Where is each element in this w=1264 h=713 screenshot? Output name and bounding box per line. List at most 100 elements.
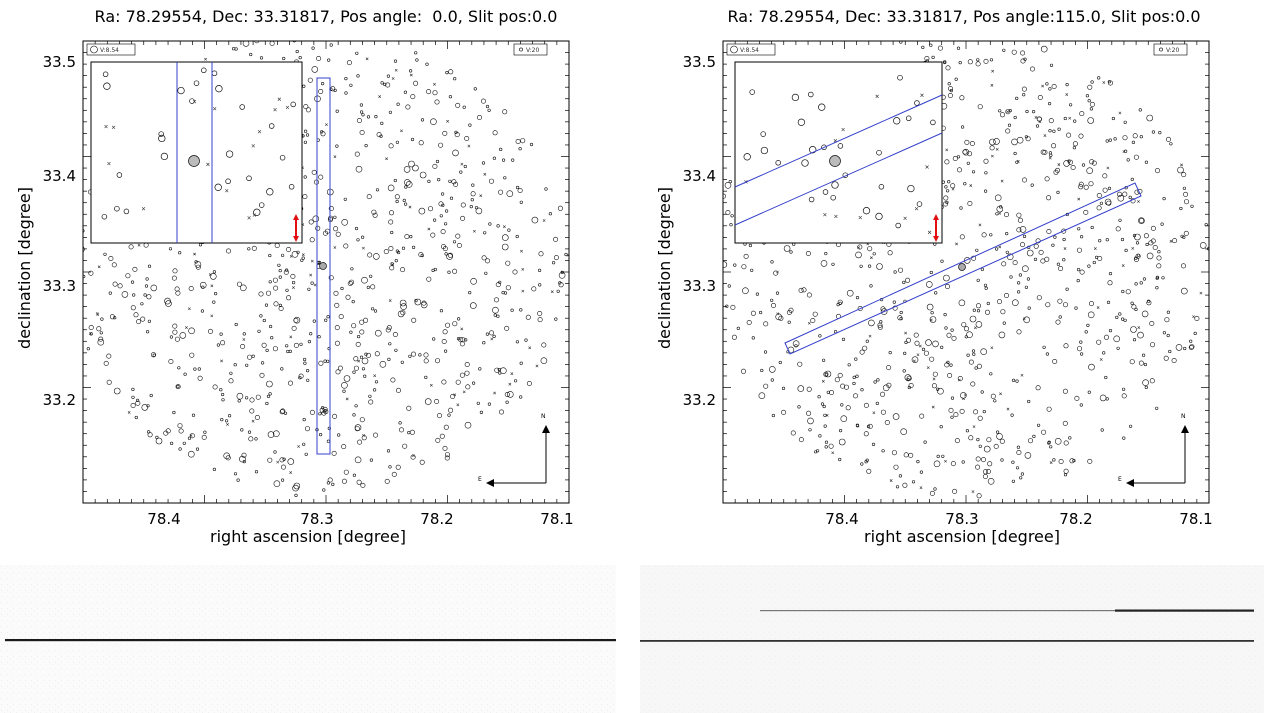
star-cross-marker [868, 334, 872, 338]
zoom-inset [734, 61, 943, 244]
star-marker [409, 235, 413, 239]
star-marker [755, 292, 760, 296]
star-marker [983, 158, 989, 164]
star-cross-marker [365, 57, 369, 61]
star-marker [1125, 289, 1131, 295]
star-marker [1062, 258, 1066, 262]
star-marker [1016, 136, 1024, 144]
star-marker [960, 125, 965, 129]
star-marker [1020, 58, 1026, 64]
star-marker [178, 447, 182, 451]
star-marker [234, 322, 238, 327]
star-cross-marker [107, 161, 111, 166]
star-marker [328, 206, 334, 212]
star-marker [807, 417, 814, 425]
star-marker [730, 214, 734, 218]
star-marker [806, 386, 812, 392]
star-marker [1001, 261, 1007, 267]
star-marker [886, 382, 892, 388]
star-marker [1152, 245, 1158, 251]
star-marker [952, 488, 958, 494]
star-marker [1089, 301, 1095, 307]
star-marker [1111, 116, 1115, 121]
star-cross-marker [212, 107, 217, 111]
star-marker [1068, 103, 1073, 107]
star-marker [510, 308, 514, 312]
star-cross-marker [479, 194, 483, 198]
star-marker [1051, 243, 1055, 247]
star-cross-marker [990, 346, 994, 350]
star-marker [372, 432, 378, 438]
star-marker [1139, 281, 1143, 285]
star-marker [285, 344, 289, 348]
star-marker [361, 276, 368, 284]
star-marker [1013, 151, 1017, 156]
star-marker [394, 194, 400, 200]
star-cross-marker [889, 479, 893, 482]
star-cross-marker [95, 312, 99, 315]
star-marker [387, 357, 391, 362]
star-marker [109, 314, 115, 320]
star-marker [278, 275, 282, 279]
star-cross-marker [999, 392, 1002, 396]
star-marker [1139, 218, 1145, 224]
star-marker [328, 215, 334, 221]
star-cross-marker [490, 337, 494, 341]
star-cross-marker [964, 393, 967, 397]
star-marker [354, 151, 360, 157]
star-cross-marker [111, 125, 116, 130]
star-marker [1189, 344, 1195, 350]
star-marker [1156, 263, 1162, 269]
star-marker [984, 171, 988, 175]
star-marker [409, 69, 413, 73]
star-marker [261, 342, 267, 348]
star-marker [1035, 124, 1040, 128]
star-marker [318, 360, 324, 366]
star-marker [544, 187, 548, 191]
star-marker [905, 277, 911, 283]
star-marker [970, 381, 976, 387]
star-marker [220, 340, 226, 346]
star-marker [86, 347, 90, 351]
star-marker [343, 197, 347, 201]
star-marker [307, 340, 312, 344]
star-marker [798, 437, 804, 443]
star-marker [326, 359, 330, 363]
star-marker [1113, 137, 1117, 141]
star-marker [723, 261, 728, 268]
star-marker [351, 300, 355, 304]
star-marker [950, 183, 956, 189]
star-marker [976, 493, 982, 499]
star-marker [1025, 109, 1029, 114]
star-cross-marker [208, 273, 212, 276]
star-marker [341, 381, 348, 389]
star-marker [303, 175, 307, 179]
star-marker [763, 321, 769, 327]
star-marker [294, 493, 298, 498]
star-marker [986, 301, 990, 306]
star-marker [797, 361, 803, 367]
star-marker [193, 80, 200, 86]
star-marker [768, 366, 776, 373]
star-marker [424, 398, 432, 405]
star-cross-marker [357, 359, 361, 363]
axis-ticks [83, 41, 569, 503]
star-marker [446, 253, 453, 260]
star-marker [432, 163, 438, 169]
star-marker [347, 280, 353, 286]
star-marker [1070, 165, 1076, 171]
star-marker [319, 433, 323, 437]
star-marker [1033, 243, 1039, 249]
star-marker [1157, 250, 1161, 254]
star-marker [372, 212, 378, 218]
star-marker [932, 371, 938, 377]
star-marker [987, 461, 993, 467]
star-marker [513, 379, 518, 383]
star-cross-marker [1065, 93, 1069, 96]
star-marker [1037, 95, 1043, 101]
star-marker [308, 219, 314, 225]
star-marker [174, 336, 180, 342]
star-marker [1051, 143, 1057, 149]
star-marker [996, 433, 1003, 440]
star-marker [778, 360, 782, 365]
